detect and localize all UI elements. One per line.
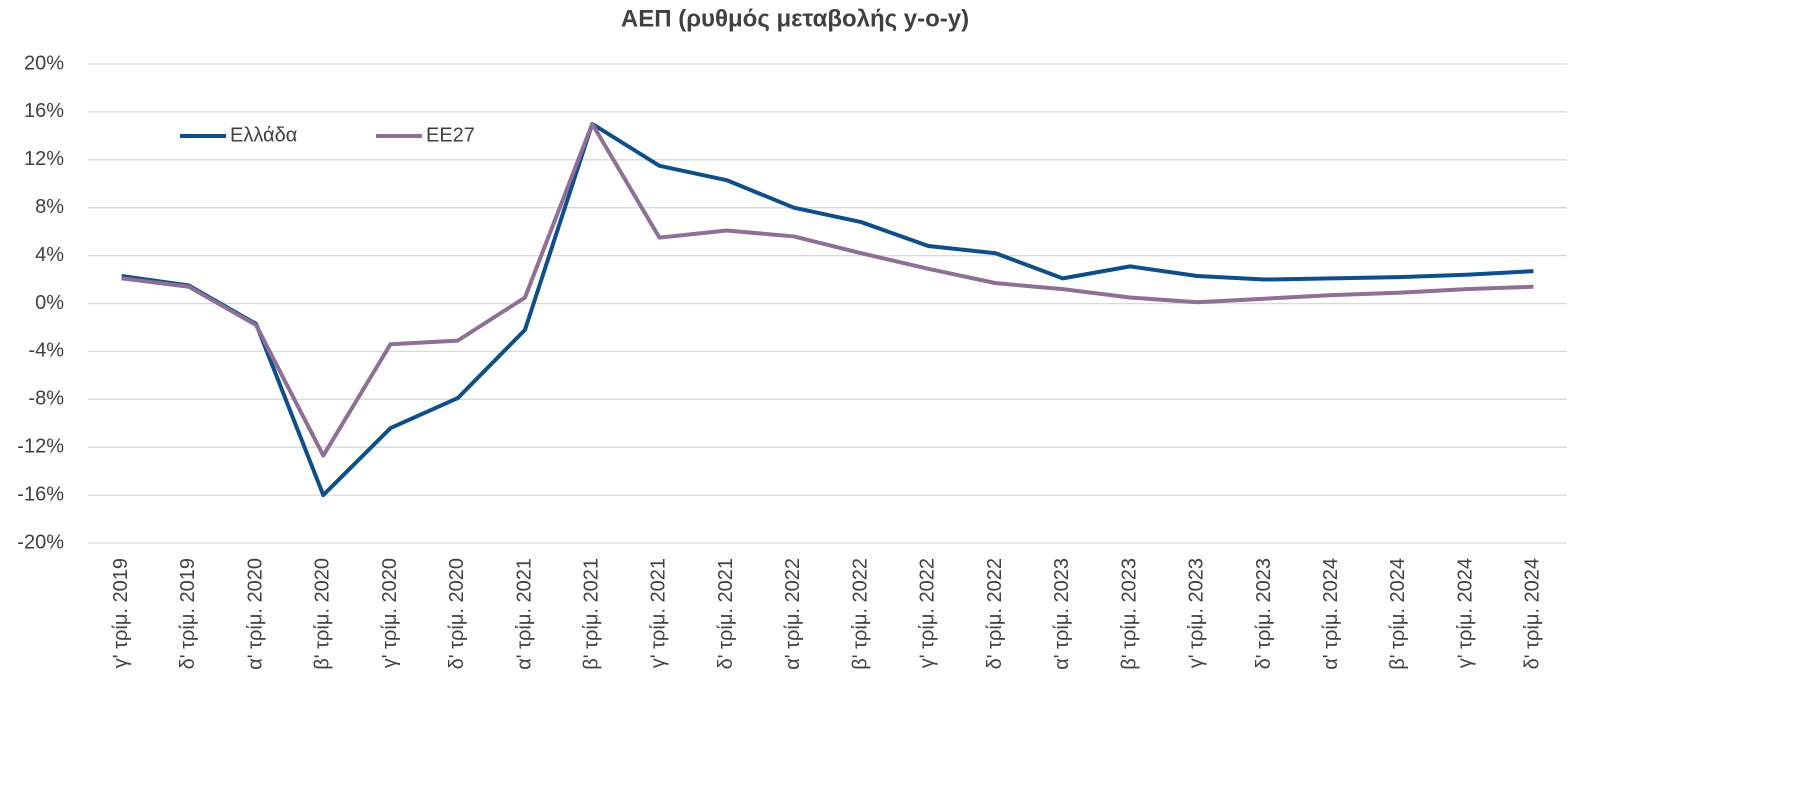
y-tick-label: -20% xyxy=(17,531,64,553)
y-tick-label: -16% xyxy=(17,483,64,505)
x-tick-label: γ' τρίμ. 2024 xyxy=(1454,558,1476,668)
y-tick-label: 16% xyxy=(24,100,64,122)
x-tick-label: γ' τρίμ. 2023 xyxy=(1186,558,1208,668)
x-tick-label: γ' τρίμ. 2021 xyxy=(648,558,670,668)
legend-label: Ελλάδα xyxy=(230,124,297,146)
x-tick-label: α' τρίμ. 2020 xyxy=(244,558,266,670)
x-tick-label: δ' τρίμ. 2020 xyxy=(446,558,468,669)
x-tick-label: γ' τρίμ. 2019 xyxy=(110,558,132,668)
x-tick-label: δ' τρίμ. 2023 xyxy=(1253,558,1275,669)
x-tick-label: β' τρίμ. 2022 xyxy=(849,558,871,670)
x-tick-label: β' τρίμ. 2023 xyxy=(1118,558,1140,670)
y-tick-label: -4% xyxy=(28,340,64,362)
x-tick-label: δ' τρίμ. 2019 xyxy=(177,558,199,669)
x-tick-label: γ' τρίμ. 2022 xyxy=(917,558,939,668)
series-line xyxy=(121,121,1534,458)
x-tick-label: β' τρίμ. 2024 xyxy=(1387,558,1409,670)
series-line xyxy=(121,121,1534,498)
y-tick-label: 8% xyxy=(35,196,64,218)
x-tick-label: γ' τρίμ. 2020 xyxy=(379,558,401,668)
x-tick-label: α' τρίμ. 2022 xyxy=(782,558,804,670)
chart-title: ΑΕΠ (ρυθμός μεταβολής y-o-y) xyxy=(621,5,969,32)
y-tick-label: 0% xyxy=(35,292,64,314)
x-tick-label: δ' τρίμ. 2022 xyxy=(984,558,1006,669)
x-tick-label: α' τρίμ. 2021 xyxy=(513,558,535,670)
y-tick-label: 4% xyxy=(35,244,64,266)
x-tick-label: δ' τρίμ. 2024 xyxy=(1522,558,1544,669)
x-tick-label: β' τρίμ. 2021 xyxy=(580,558,602,670)
legend-label: ΕΕ27 xyxy=(426,124,475,146)
y-tick-label: 20% xyxy=(24,52,64,74)
x-tick-label: α' τρίμ. 2024 xyxy=(1320,558,1342,670)
y-tick-label: -8% xyxy=(28,388,64,410)
y-tick-label: 12% xyxy=(24,148,64,170)
x-tick-label: δ' τρίμ. 2021 xyxy=(715,558,737,669)
y-tick-label: -12% xyxy=(17,435,64,457)
x-tick-label: α' τρίμ. 2023 xyxy=(1051,558,1073,670)
x-tick-label: β' τρίμ. 2020 xyxy=(312,558,334,670)
